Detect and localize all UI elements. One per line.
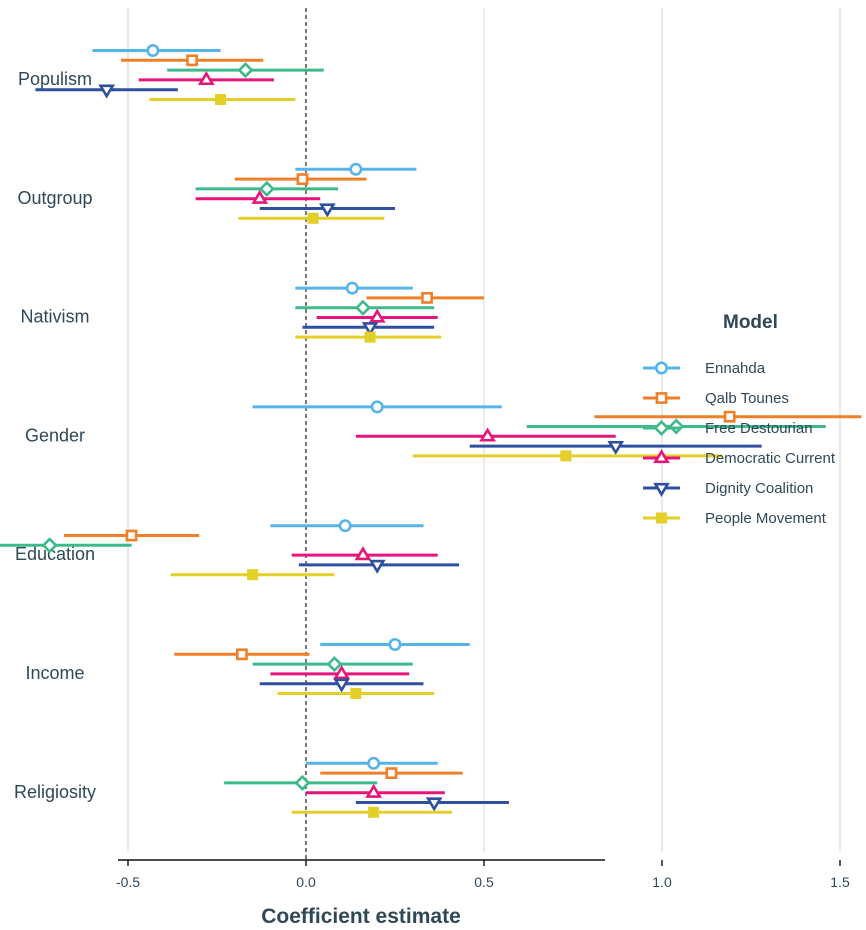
point-estimate: [294, 774, 311, 791]
category-label: Income: [25, 663, 84, 683]
point-estimate: [385, 767, 398, 779]
point-estimate: [367, 756, 381, 770]
category-label: Religiosity: [14, 782, 96, 802]
point-estimate: [326, 656, 343, 673]
legend-swatch-marker: [656, 512, 667, 524]
x-tick-label: -0.5: [116, 874, 140, 890]
point-estimate: [247, 569, 259, 581]
point-estimate: [364, 331, 376, 343]
point-estimate: [41, 537, 58, 554]
plot-marks: [0, 43, 862, 818]
point-estimate: [349, 162, 363, 176]
legend-swatch-marker: [654, 361, 668, 375]
legend-swatch-marker: [655, 392, 668, 404]
point-estimate: [479, 427, 496, 442]
point-estimate: [338, 519, 352, 533]
point-estimate: [354, 546, 372, 561]
point-estimate: [388, 637, 402, 651]
point-estimate: [607, 440, 625, 456]
x-tick-label: 1.0: [652, 874, 672, 890]
legend-swatch-marker: [653, 449, 670, 464]
point-estimate: [251, 189, 269, 204]
point-estimate: [333, 664, 350, 680]
category-label: Gender: [25, 425, 85, 445]
point-estimate: [370, 400, 384, 414]
x-tick-label: 0.5: [474, 874, 494, 890]
point-estimate: [258, 180, 275, 197]
category-labels: Populism Outgroup Nativism Gender Education I…: [14, 69, 96, 802]
legend-entry-label: Dignity Coalition: [705, 480, 813, 497]
point-estimate: [237, 62, 254, 79]
x-tick-label: 0.0: [296, 874, 316, 890]
point-estimate: [307, 212, 319, 224]
point-estimate: [365, 783, 383, 798]
point-estimate: [296, 173, 309, 185]
point-estimate: [146, 43, 160, 57]
point-estimate: [350, 688, 362, 699]
point-estimate: [723, 410, 736, 423]
point-estimate: [421, 291, 433, 304]
point-estimate: [345, 281, 359, 295]
point-estimate: [368, 806, 380, 818]
legend-entry-label: People Movement: [705, 510, 827, 527]
point-estimate: [125, 529, 138, 542]
point-estimate: [333, 678, 350, 693]
legend-entry-label: Qalb Tounes: [705, 390, 789, 407]
legend-swatch-marker: [653, 482, 670, 497]
x-axis-title: Coefficient estimate: [261, 905, 461, 928]
point-estimate: [186, 54, 198, 67]
category-label: Populism: [18, 69, 92, 89]
legend-title: Model: [723, 312, 778, 333]
point-estimate: [318, 203, 336, 218]
category-label: Outgroup: [17, 188, 92, 208]
point-estimate: [368, 308, 386, 323]
legend-entry-label: Democratic Current: [705, 450, 836, 467]
point-estimate: [98, 84, 116, 99]
x-tick-label: 1.5: [830, 874, 850, 890]
point-estimate: [361, 322, 379, 337]
x-axis: -1.0-0.50.00.51.01.5: [116, 859, 850, 890]
point-estimate: [368, 559, 386, 574]
legend-entry-label: Free Destourian: [705, 420, 813, 437]
legend-entry-label: Ennahda: [705, 360, 766, 377]
point-estimate: [354, 299, 371, 316]
legend-swatch-marker: [653, 419, 670, 437]
point-estimate: [236, 648, 248, 661]
point-estimate: [215, 94, 227, 105]
legend: Model Ennahda Qalb Tounes Free Destourian D…: [643, 312, 836, 527]
category-label: Education: [15, 544, 95, 564]
point-estimate: [560, 450, 572, 462]
category-label: Nativism: [20, 307, 89, 327]
point-estimate: [425, 797, 443, 812]
point-estimate: [197, 70, 215, 86]
